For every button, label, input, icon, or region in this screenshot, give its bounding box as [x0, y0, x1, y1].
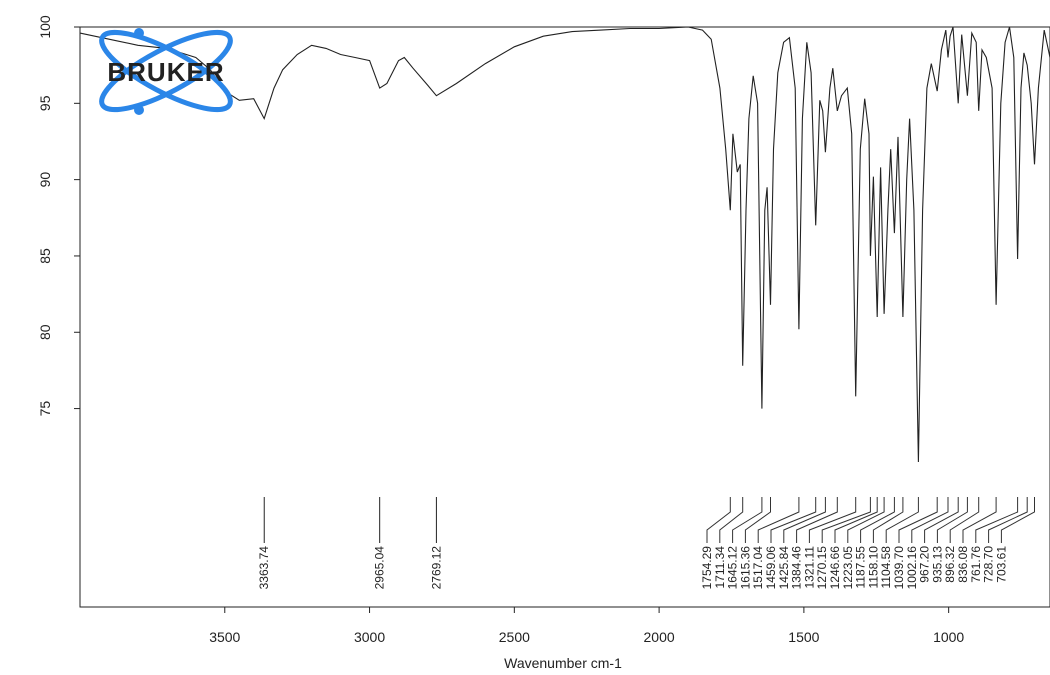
- peak-marker-line: [796, 497, 838, 543]
- y-tick-label: 80: [37, 324, 53, 340]
- x-axis: 3500 3000 2500 2000 1500 1000: [209, 607, 964, 645]
- peak-marker-line: [898, 497, 938, 543]
- peak-marker-line: [936, 497, 968, 543]
- peak-label: 1187.55: [854, 546, 868, 589]
- peak-label: 836.08: [956, 546, 970, 583]
- peak-annotations: 3363.74 2965.04 2769.12 1754.291711.341645.…: [257, 497, 1035, 590]
- peak-marker-line: [744, 497, 771, 543]
- peak-marker-line: [962, 497, 997, 543]
- peak-marker-line: [1000, 497, 1035, 543]
- peak-label: 1158.10: [866, 546, 880, 589]
- peak-label: 967.20: [918, 546, 932, 583]
- peak-marker-line: [860, 497, 895, 543]
- peak-marker-line: [924, 497, 959, 543]
- peak-marker-line: [847, 497, 885, 543]
- x-tick-label: 1000: [933, 629, 964, 645]
- peak-marker-line: [757, 497, 800, 543]
- peak-marker-line: [808, 497, 857, 543]
- peak-label: 1270.15: [815, 546, 829, 590]
- peak-label: 2965.04: [373, 546, 387, 590]
- y-tick-label: 85: [37, 248, 53, 264]
- y-tick-label: 95: [37, 95, 53, 111]
- y-tick-label: 75: [37, 401, 53, 417]
- peak-label: 935.13: [930, 546, 944, 583]
- peak-label: 1039.70: [892, 546, 906, 590]
- peak-marker-line: [872, 497, 904, 543]
- y-tick-label: 100: [37, 15, 53, 39]
- peak-label: 1711.34: [713, 546, 727, 589]
- plot-frame: [79, 26, 1050, 608]
- peak-marker-line: [911, 497, 949, 543]
- peak-marker-line: [770, 497, 817, 543]
- peak-label: 728.70: [982, 546, 996, 583]
- peak-marker-line: [719, 497, 744, 543]
- x-axis-label: Wavenumber cm-1: [504, 655, 622, 671]
- peak-label: 703.61: [994, 546, 1008, 583]
- peak-marker-line: [732, 497, 763, 543]
- plot-area: [79, 26, 1050, 608]
- peak-label: 1223.05: [841, 546, 855, 590]
- peak-label: 1002.16: [905, 546, 919, 590]
- peak-marker-line: [949, 497, 980, 543]
- x-tick-label: 1500: [788, 629, 819, 645]
- spectrum-line: [79, 26, 1050, 463]
- bruker-logo: BRUKER: [99, 28, 233, 115]
- peak-label: 896.32: [943, 546, 957, 583]
- x-tick-label: 3000: [354, 629, 385, 645]
- peak-marker-line: [821, 497, 871, 543]
- peak-label: 1384.46: [790, 546, 804, 590]
- peak-label: 1754.29: [700, 546, 714, 590]
- peak-label: 1246.66: [828, 546, 842, 590]
- peak-label: 1517.04: [751, 546, 765, 590]
- x-tick-label: 2500: [499, 629, 530, 645]
- atom-orbit-icon: [99, 28, 233, 115]
- peak-marker-line: [706, 497, 731, 543]
- peak-label: 1425.84: [777, 546, 791, 590]
- peak-marker-line: [783, 497, 826, 543]
- y-tick-label: 90: [37, 172, 53, 188]
- logo-text: BRUKER: [107, 57, 224, 87]
- peak-label: 2769.12: [429, 546, 443, 590]
- peak-label: 1459.06: [764, 546, 778, 590]
- peak-label: 1104.58: [879, 546, 893, 589]
- peak-marker-line: [885, 497, 919, 543]
- peak-marker-line: [975, 497, 1019, 543]
- x-tick-label: 2000: [644, 629, 675, 645]
- peak-label: 1321.11: [802, 546, 816, 589]
- peak-marker-line: [988, 497, 1028, 543]
- y-axis: 75 80 85 90 95 100: [37, 15, 80, 416]
- peak-label: 1615.36: [738, 546, 752, 590]
- x-tick-label: 3500: [209, 629, 240, 645]
- peak-marker-line: [834, 497, 878, 543]
- peak-label: 3363.74: [257, 546, 271, 590]
- peak-label: 1645.12: [726, 546, 740, 590]
- peak-label: 761.76: [969, 546, 983, 583]
